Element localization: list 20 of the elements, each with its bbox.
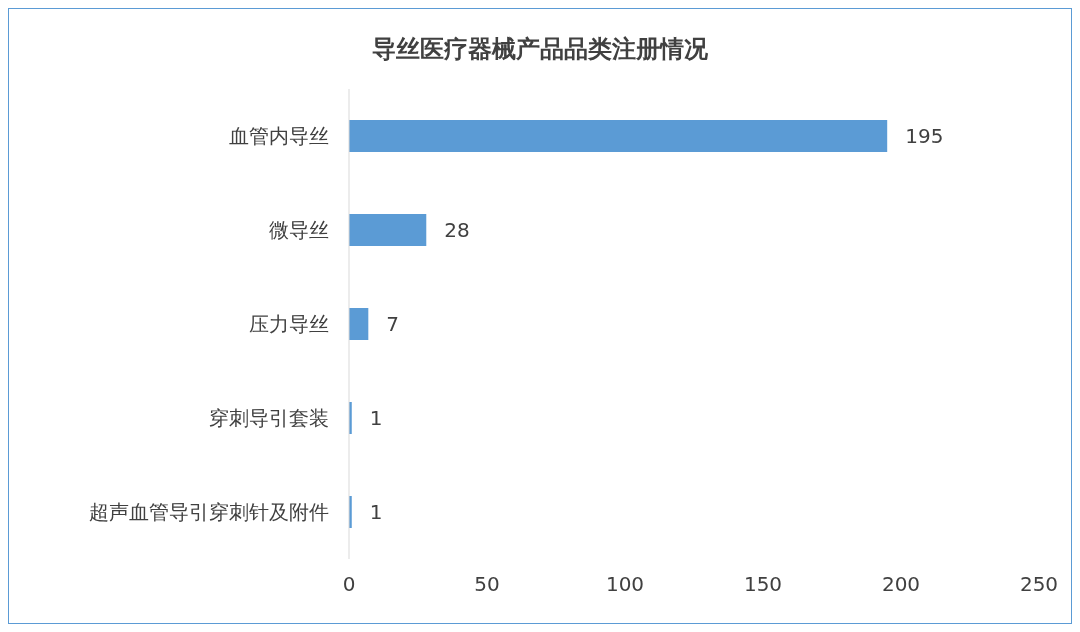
x-tick-label: 100 — [605, 572, 645, 597]
data-label: 7 — [386, 312, 400, 337]
y-tick-label: 微导丝 — [269, 218, 329, 243]
x-tick-label: 250 — [1019, 572, 1059, 597]
x-tick-label: 200 — [881, 572, 921, 597]
data-label: 1 — [369, 406, 383, 431]
x-tick-label: 50 — [474, 572, 500, 597]
x-tick-label: 0 — [342, 572, 356, 597]
data-label: 1 — [369, 500, 383, 525]
y-tick-label: 超声血管导引穿刺针及附件 — [89, 500, 329, 525]
y-tick-label: 穿刺导引套装 — [209, 406, 329, 431]
x-tick-label: 150 — [743, 572, 783, 597]
data-label: 195 — [905, 124, 944, 149]
data-label: 28 — [444, 218, 470, 243]
y-tick-label: 压力导丝 — [249, 312, 329, 337]
y-tick-label: 血管内导丝 — [229, 124, 329, 149]
bar — [349, 120, 888, 152]
chart-title: 导丝医疗器械产品品类注册情况 — [371, 34, 709, 65]
bar — [349, 308, 369, 340]
bar — [349, 214, 427, 246]
